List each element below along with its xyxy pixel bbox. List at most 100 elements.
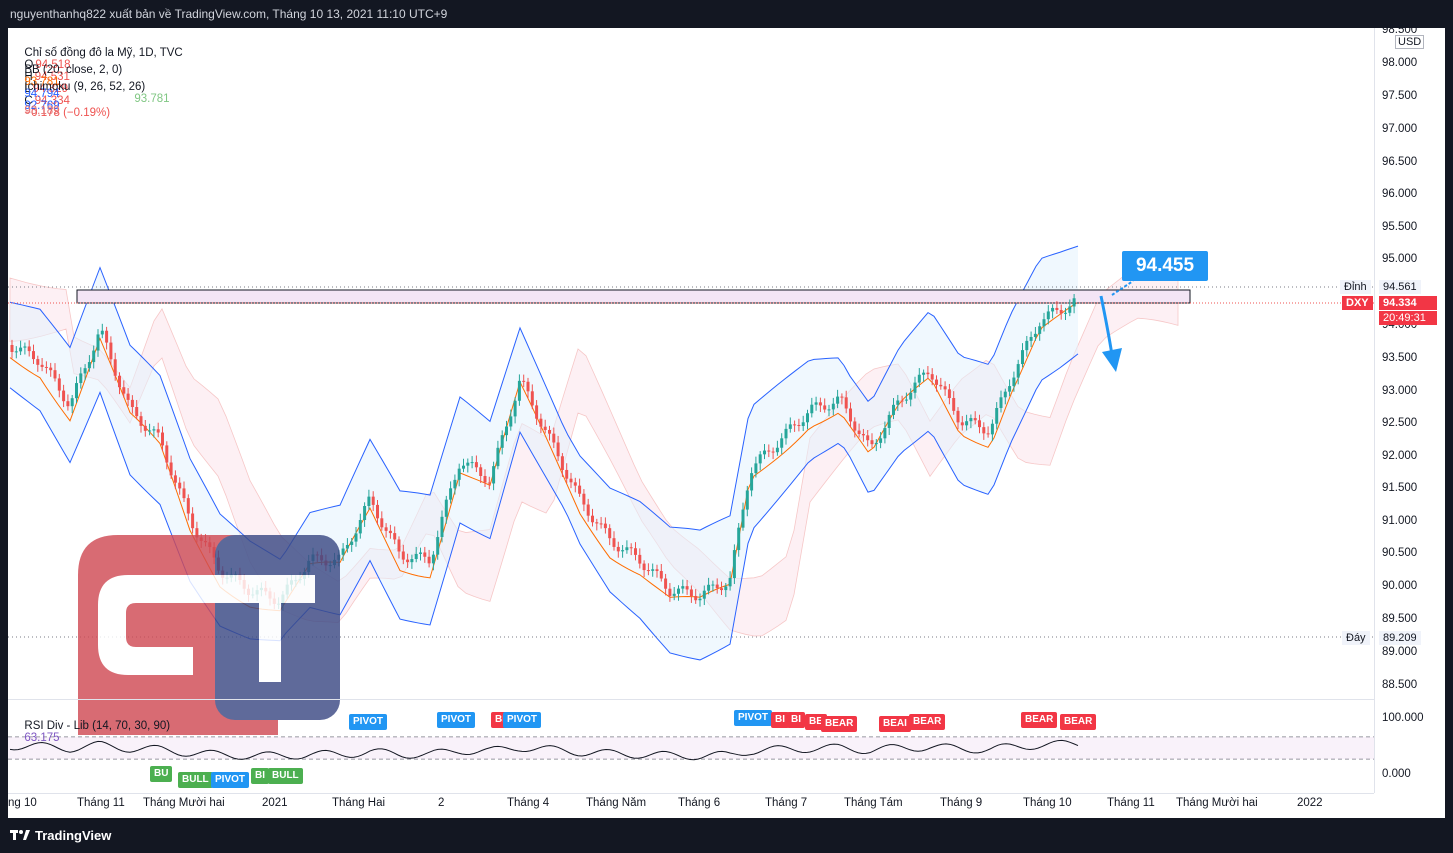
candle-body [866,435,870,441]
price-tick: 91.000 [1382,515,1418,527]
candle-body [92,350,96,363]
candle-body [702,590,706,599]
bottom-label: Đáy [1342,631,1370,645]
candle-body [384,527,388,531]
signal-tag[interactable]: BEAR [821,716,858,732]
price-tick: 92.000 [1382,450,1418,462]
signal-tag[interactable]: BU [150,766,173,782]
candle-body [1003,391,1007,398]
candle-body [741,509,745,528]
signal-tag[interactable]: BI [251,768,269,784]
rsi-band-fill [8,737,1374,759]
signal-tag[interactable]: BEAR [1060,714,1097,730]
time-tick: 2021 [262,797,288,809]
candle-body [530,391,534,406]
candle-body [539,418,543,427]
candle-body [1008,386,1012,392]
bb-legend[interactable]: BB (20, close, 2, 0) 93.781 94.794 92.76… [18,52,124,112]
candle-body [410,559,414,563]
close-value: 94.334 [34,95,70,107]
candle-body [737,527,741,551]
price-axis[interactable] [1374,28,1446,793]
signal-tag[interactable]: PIVOT [349,714,388,730]
candle-body [844,397,848,409]
signal-tag[interactable]: BI [787,712,805,728]
rsi-axis-top: 100.000 [1382,712,1424,724]
candle-body [668,588,672,596]
signal-tag[interactable]: PIVOT [437,712,476,728]
signal-tag[interactable]: BULL [268,768,303,784]
signal-tag[interactable]: PIVOT [503,712,542,728]
signal-tag[interactable]: BULL [178,772,213,788]
candle-body [926,372,930,375]
time-tick: Tháng 11 [77,797,125,809]
candle-body [367,496,371,507]
publisher-header: nguyenthanhq822 xuất bản về TradingView.… [0,0,1453,28]
countdown-value: 20:49:31 [1379,311,1437,325]
ichimoku-legend[interactable]: Ichimoku (9, 26, 52, 26) 93.781 93.189 [18,69,172,117]
candle-body [591,515,594,523]
currency-badge[interactable]: USD [1395,35,1425,49]
candle-body [371,496,375,505]
candle-body [427,556,431,564]
bb-lower-value: 92.769 [24,100,60,112]
signal-tag[interactable]: BEAI [879,716,911,732]
candle-body [672,593,676,596]
signal-tag[interactable]: PIVOT [211,772,250,788]
brand[interactable]: TradingView [10,828,111,843]
price-tick: 89.500 [1382,613,1418,625]
candle-body [487,482,491,484]
candle-body [629,547,633,549]
candle-body [750,473,754,491]
signal-tag[interactable]: BI [771,712,789,728]
candle-body [573,482,577,486]
candle-body [1042,319,1046,327]
rsi-legend[interactable]: RSI Div - Lib (14, 70, 30, 90) 63.175 [18,708,172,744]
candle-body [186,498,190,514]
price-tick: 96.500 [1382,156,1418,168]
candle-body [431,554,435,564]
candle-body [350,541,354,545]
candle-body [780,438,784,448]
candle-body [466,462,470,466]
time-tick: Tháng 10 [1023,797,1072,809]
time-axis[interactable] [8,793,1374,819]
price-callout[interactable]: 94.455 [1122,251,1208,281]
candle-body [995,407,999,424]
watermark-logo-icon [78,535,340,735]
candle-body [909,392,913,400]
candle-body [517,380,521,401]
candle-body [565,469,569,479]
candle-body [616,546,620,552]
candle-body [870,440,874,445]
candle-body [904,399,908,401]
candle-body [608,528,612,539]
time-tick: Tháng Tám [844,797,903,809]
candle-body [543,426,547,430]
resistance-zone[interactable] [76,289,1191,304]
candle-body [560,456,564,470]
candle-body [1025,340,1029,351]
callout-pointer [1111,280,1134,296]
signal-tag[interactable]: BEAR [1021,712,1058,728]
signal-tag[interactable]: PIVOT [734,710,773,726]
candle-body [659,571,663,579]
candle-body [363,506,367,521]
high-value: 94.531 [34,71,70,83]
candle-body [49,367,53,371]
candle-body [732,550,736,579]
candle-body [122,387,126,394]
candle-body [156,429,160,433]
candle-body [922,372,926,375]
time-tick: 2 [438,797,445,809]
candle-body [720,588,723,591]
time-tick: Tháng 11 [1107,797,1155,809]
candle-body [965,421,969,426]
signal-tag[interactable]: BEAR [909,714,946,730]
candle-body [788,424,792,429]
low-value: 94.329 [32,83,68,95]
candle-body [917,374,921,383]
candle-body [440,516,444,538]
